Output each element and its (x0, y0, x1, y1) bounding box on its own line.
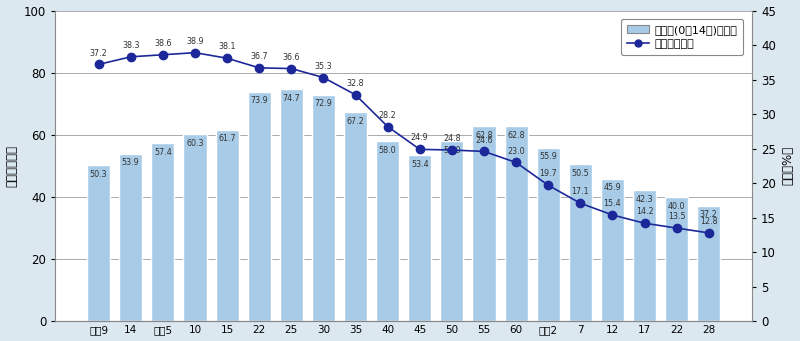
Bar (87, 165, 110, 321)
Text: 19.7: 19.7 (539, 169, 557, 178)
Legend: こども(0〜14歳)の人口, こどもの割合: こども(0〜14歳)の人口, こどもの割合 (621, 19, 743, 55)
Text: 35.3: 35.3 (314, 62, 332, 71)
Bar (312, 95, 335, 321)
Bar (473, 126, 495, 321)
Text: 53.9: 53.9 (122, 159, 140, 167)
Text: 60.3: 60.3 (186, 138, 204, 148)
Text: 32.8: 32.8 (346, 79, 364, 88)
Text: 23.0: 23.0 (507, 147, 525, 155)
Text: 45.9: 45.9 (603, 183, 622, 192)
Text: 24.6: 24.6 (475, 135, 493, 145)
Bar (665, 197, 688, 321)
Bar (344, 113, 367, 321)
Text: 15.4: 15.4 (604, 199, 622, 208)
Text: 40.0: 40.0 (668, 202, 686, 211)
Text: 62.8: 62.8 (507, 131, 525, 140)
Text: 28.2: 28.2 (378, 110, 397, 120)
Bar (215, 130, 238, 321)
Text: 38.6: 38.6 (154, 39, 171, 48)
Bar (698, 206, 720, 321)
Text: 38.3: 38.3 (122, 41, 139, 50)
Text: 73.9: 73.9 (250, 96, 268, 105)
Text: 14.2: 14.2 (636, 207, 654, 216)
Text: 57.4: 57.4 (154, 148, 172, 157)
Bar (408, 155, 431, 321)
Text: 36.6: 36.6 (282, 53, 300, 62)
Bar (248, 92, 270, 321)
Text: 61.7: 61.7 (218, 134, 236, 143)
Text: 53.4: 53.4 (411, 160, 429, 169)
Bar (537, 148, 560, 321)
Text: 36.7: 36.7 (250, 52, 268, 61)
Text: 38.1: 38.1 (218, 42, 236, 51)
Bar (569, 164, 592, 321)
Text: 50.3: 50.3 (90, 169, 107, 179)
Text: 24.9: 24.9 (411, 133, 429, 143)
Bar (280, 89, 303, 321)
Text: 62.8: 62.8 (475, 131, 493, 140)
Text: 74.7: 74.7 (282, 94, 300, 103)
Text: 12.8: 12.8 (700, 217, 718, 226)
Text: 37.2: 37.2 (90, 48, 107, 58)
Text: 72.9: 72.9 (314, 100, 332, 108)
Bar (183, 134, 206, 321)
Y-axis label: 人口（万人）: 人口（万人） (6, 145, 18, 187)
Bar (119, 154, 142, 321)
Text: 37.2: 37.2 (700, 210, 718, 219)
Bar (505, 126, 528, 321)
Bar (151, 143, 174, 321)
Text: 17.1: 17.1 (571, 187, 589, 196)
Text: 58.0: 58.0 (379, 146, 397, 155)
Text: 24.8: 24.8 (443, 134, 461, 143)
Text: 13.5: 13.5 (668, 212, 686, 221)
Text: 42.3: 42.3 (636, 194, 654, 204)
Bar (440, 141, 463, 321)
Text: 38.9: 38.9 (186, 37, 204, 46)
Y-axis label: 割合（%）: 割合（%） (782, 146, 794, 186)
Bar (633, 190, 656, 321)
Bar (601, 179, 624, 321)
Text: 67.2: 67.2 (346, 117, 364, 126)
Text: 55.9: 55.9 (539, 152, 557, 161)
Text: 58.0: 58.0 (443, 146, 461, 155)
Bar (376, 141, 399, 321)
Text: 50.5: 50.5 (571, 169, 589, 178)
